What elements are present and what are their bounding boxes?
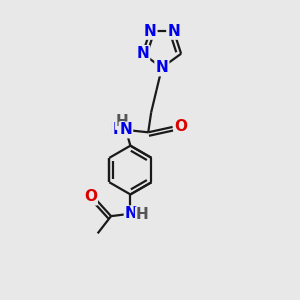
- Text: O: O: [84, 189, 97, 204]
- Text: N: N: [144, 24, 156, 39]
- Text: N: N: [112, 122, 125, 137]
- Text: H: H: [136, 207, 148, 222]
- Text: O: O: [174, 119, 188, 134]
- Text: N: N: [155, 60, 168, 75]
- Text: H: H: [110, 122, 122, 136]
- Text: N: N: [167, 24, 180, 39]
- Text: N: N: [119, 122, 132, 137]
- Text: N: N: [124, 206, 137, 221]
- Text: H: H: [116, 114, 129, 129]
- Text: N: N: [136, 46, 149, 61]
